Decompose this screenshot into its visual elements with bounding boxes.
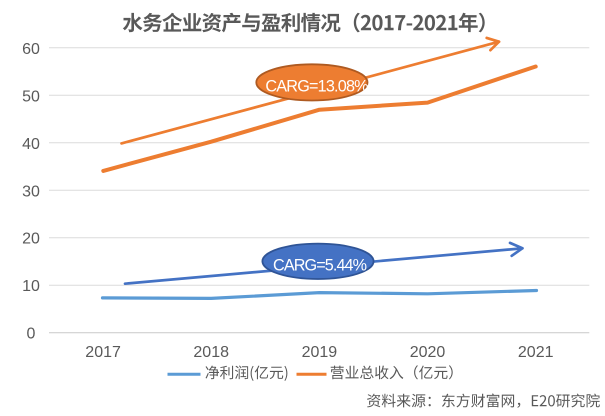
svg-text:0: 0	[27, 326, 36, 343]
svg-text:30: 30	[22, 183, 40, 200]
svg-text:CARG=5.44%: CARG=5.44%	[273, 257, 367, 275]
svg-text:2019: 2019	[302, 344, 338, 361]
svg-text:2017: 2017	[85, 344, 121, 361]
svg-text:2018: 2018	[193, 344, 229, 361]
svg-text:2021: 2021	[518, 344, 554, 361]
svg-text:60: 60	[22, 41, 40, 58]
svg-text:20: 20	[22, 231, 40, 248]
svg-text:40: 40	[22, 136, 40, 153]
svg-text:50: 50	[22, 88, 40, 105]
svg-text:CARG=13.08%: CARG=13.08%	[265, 77, 368, 95]
svg-text:2020: 2020	[410, 344, 446, 361]
svg-text:10: 10	[22, 278, 40, 295]
